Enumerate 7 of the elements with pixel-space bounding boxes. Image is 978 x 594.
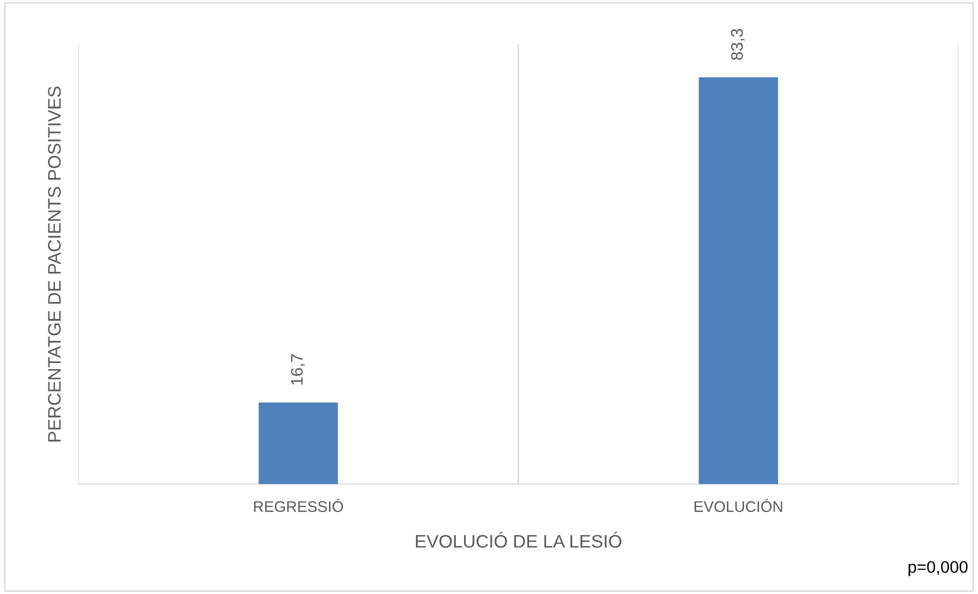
x-axis-title: EVOLUCIÓ DE LA LESIÓ bbox=[416, 532, 622, 548]
y-axis-title: PERCENTATGE DE PACIENTS POSITIVES bbox=[48, 86, 61, 442]
data-label: 16,7 bbox=[290, 354, 305, 385]
data-label: 83,3 bbox=[731, 28, 745, 60]
text: p=0,000 bbox=[908, 561, 968, 576]
x-tick-label: REGRESSIÓ bbox=[254, 498, 343, 512]
x-tick-label: EVOLUCIÓN bbox=[694, 498, 782, 512]
